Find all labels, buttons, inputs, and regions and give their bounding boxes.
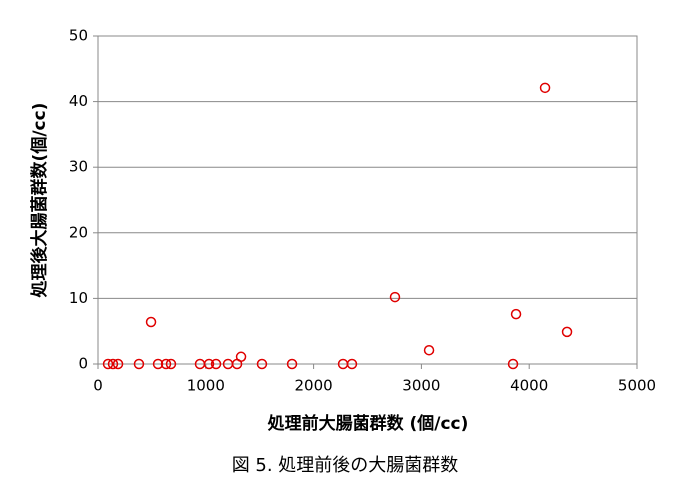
y-tick-label: 30 (69, 158, 88, 176)
x-tick-label: 5000 (618, 377, 656, 395)
y-tick-label: 10 (69, 289, 88, 307)
scatter-point (152, 358, 164, 370)
scatter-point (561, 326, 573, 338)
scatter-point (286, 358, 298, 370)
scatter-point (539, 82, 551, 94)
plot-border (97, 35, 638, 365)
x-tick-label: 3000 (402, 377, 440, 395)
scatter-point (346, 358, 358, 370)
y-tick-label: 50 (69, 27, 88, 45)
scatter-point (112, 358, 124, 370)
scatter-point (145, 316, 157, 328)
scatter-point (210, 358, 222, 370)
x-tick-label: 2000 (295, 377, 333, 395)
scatter-point (235, 351, 247, 363)
scatter-point (507, 358, 519, 370)
scatter-point (510, 308, 522, 320)
scatter-point (160, 358, 172, 370)
scatter-point (107, 358, 119, 370)
scatter-point (389, 291, 401, 303)
y-tick-label: 40 (69, 92, 88, 110)
scatter-point (203, 358, 215, 370)
chart-title: 図 5. 処理前後の大腸菌群数 (232, 455, 459, 476)
y-tick-label: 20 (69, 223, 88, 241)
x-tick-label: 4000 (510, 377, 548, 395)
scatter-point (165, 358, 177, 370)
scatter-point (423, 344, 435, 356)
x-tick-label: 0 (93, 377, 103, 395)
y-tick-label: 0 (78, 355, 88, 373)
scatter-point (133, 358, 145, 370)
scatter-point (102, 358, 114, 370)
scatter-point (256, 358, 268, 370)
x-axis-title: 処理前大腸菌群数 (個/cc) (267, 413, 469, 434)
x-tick-label: 1000 (187, 377, 225, 395)
y-axis-title: 処理後大腸菌群数(個/cc) (29, 103, 50, 299)
